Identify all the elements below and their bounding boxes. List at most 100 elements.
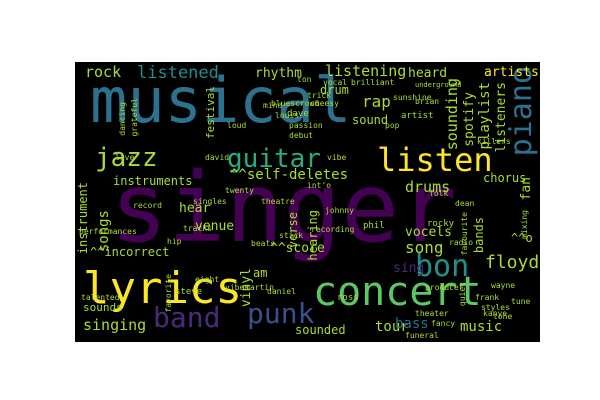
word-mixing: mixing [520,210,529,239]
word-hear: hear [179,201,211,216]
word-instruments: instruments [113,174,193,188]
word-singing: singing [83,316,147,334]
word-concert: concert [313,269,482,315]
word-underground: underground [415,81,462,89]
word-fancy: fancy [431,319,456,328]
word-tracks: tracks [183,224,212,233]
word-phil: phil [363,221,385,231]
word-beats: beats [251,239,276,248]
word-cloud: musical singer concert lyrics jazz guita… [75,62,540,342]
word-sounded: sounded [295,323,346,337]
word-vibe: vibe [327,153,347,162]
word-dave: dave [287,109,309,119]
word-styles: styles [481,303,510,312]
word-wayne: wayne [491,281,516,290]
word-ton: ton [297,75,312,84]
word-sounds: sounds [83,301,123,314]
word-passion: passion [289,121,323,130]
word-mind: mind [263,101,283,110]
word-venue: venue [195,219,235,234]
word-music: music [460,319,503,335]
word-drum: drum [320,83,349,97]
word-steve: steve [175,287,203,297]
word-chorus: chorus [483,171,527,185]
word-stick: stick [279,231,304,240]
word-record: record [133,201,162,210]
word-rock: rock [85,63,122,81]
word-johnny: johnny [325,206,354,215]
word-listening: listening [325,62,407,80]
word-favourite: favourite [460,212,469,256]
word-theatre: theatre [261,197,295,206]
word-singles: singles [193,197,227,206]
word-floyd: floyd [485,252,540,273]
word-band: band [153,301,221,334]
word-daniel: daniel [267,287,296,296]
word-incorrect: ^^incorrect [90,245,170,259]
word-debut: debut [289,131,314,140]
word-eight: eight [195,275,220,284]
word-heard: heard [408,66,448,81]
word-theater: theater [415,309,449,318]
word-fan: fan [519,177,534,201]
word-grateful: grateful [130,98,139,137]
word-favorite: favorite [164,274,173,313]
word-hip: hip [167,237,182,246]
word-live: live [115,153,135,162]
word-martin: martin [245,283,274,292]
word-instrument: instrument [76,182,90,255]
word-caret-o: ^^o [511,231,533,245]
word-dancing: dancing [118,102,127,136]
word-performances: performances [79,227,137,236]
word-intro: int'o [307,181,332,190]
word-artists: artists [484,65,539,80]
word-funeral: funeral [405,331,439,340]
word-bands: bands [472,217,486,254]
word-bass: bass [395,316,429,332]
word-cheesy: cheesy [310,99,339,108]
word-louis: louis [275,111,300,120]
word-score: ^^score [270,241,325,256]
word-brian: brian [415,97,440,106]
word-bluescrowd: bluescrowd [271,99,320,108]
word-radio: radio [449,238,474,247]
word-tone: tone [493,312,513,321]
word-twenty: twenty [225,186,254,195]
word-rap: rap [362,92,391,111]
word-dean: dean [455,199,475,208]
word-hearing: hearing [306,210,320,261]
word-rhythm: rhythm [255,66,302,81]
word-folk: folk [429,189,449,198]
word-talented: talented [81,293,120,302]
word-vocels: vocels [405,225,452,240]
word-pop: pop [385,121,400,130]
word-producer: producer [425,283,464,292]
word-festival: festival [204,86,217,139]
word-lyrics: lyrics [83,263,242,314]
word-loud: loud [227,121,247,130]
word-david: david [205,153,230,162]
word-spotify: spotify [462,92,477,147]
word-am: am [253,266,268,280]
word-listened: listened [137,63,219,83]
word-brilliant: brilliant [351,78,395,87]
word-vocal: vocal [323,78,348,87]
word-bon: bon [415,249,470,284]
word-listen: listen [377,141,493,179]
word-ross: ross [337,293,359,303]
word-sunshine: sunshine [393,93,432,102]
word-kanye: kanye [483,309,508,318]
word-frank: frank [475,293,500,302]
word-punk: punk [247,297,315,330]
word-sing: sing [393,261,425,276]
word-guitar: guitar [227,144,321,174]
word-rocky: rocky [427,219,455,229]
word-killers: killers [477,137,511,146]
word-tour: tour [375,319,409,335]
word-artist: artist [401,111,434,121]
word-self-deletes: ^^self-deletes [230,167,349,183]
word-singer: singer [110,152,457,264]
word-musical: musical [90,64,352,137]
word-song: song [405,238,444,257]
word-tune: tune [511,297,531,306]
